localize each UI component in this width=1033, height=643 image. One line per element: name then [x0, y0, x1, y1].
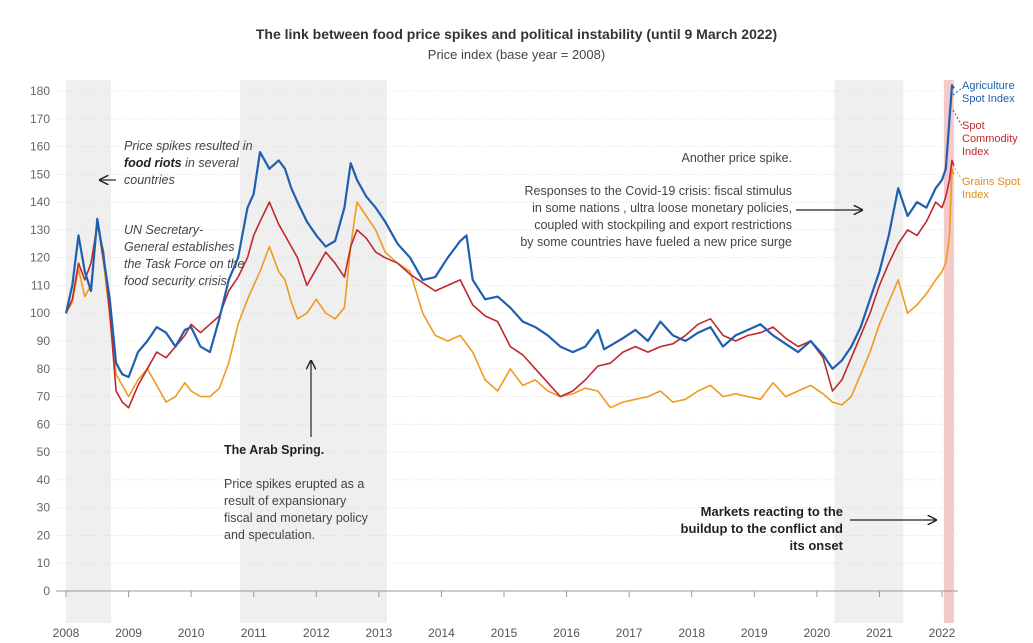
- chart-subtitle: Price index (base year = 2008): [427, 47, 606, 62]
- legend-grains: Grains Spot Index: [962, 176, 1021, 201]
- shaded-periods: [66, 80, 954, 623]
- y-tick-label: 20: [37, 528, 51, 542]
- y-tick-label: 70: [37, 390, 51, 404]
- x-tick-label: 2018: [678, 626, 705, 640]
- y-tick-label: 130: [30, 223, 50, 237]
- conflict-annotation: Markets reacting to the buildup to the c…: [680, 504, 843, 553]
- x-tick-label: 2013: [366, 626, 393, 640]
- x-tick-label: 2014: [428, 626, 455, 640]
- shade-period-2: [834, 80, 904, 623]
- y-tick-label: 50: [37, 445, 51, 459]
- y-tick-label: 90: [37, 334, 51, 348]
- x-axis: 2008 2009 2010 2011 2012 2013 2014 2015 2016 2017…: [53, 591, 956, 640]
- arab-spring-body: Price spikes erupted as a result of expa…: [224, 477, 368, 542]
- x-tick-label: 2010: [178, 626, 205, 640]
- y-tick-label: 180: [30, 84, 50, 98]
- y-tick-label: 140: [30, 195, 50, 209]
- covid-annotation: Responses to the Covid-19 crisis: fiscal…: [520, 184, 792, 249]
- x-tick-label: 2022: [929, 626, 956, 640]
- x-tick-label: 2015: [491, 626, 518, 640]
- x-tick-label: 2016: [553, 626, 580, 640]
- x-tick-label: 2008: [53, 626, 80, 640]
- food-riots-annotation: Price spikes resulted in food riots in s…: [124, 138, 264, 189]
- x-tick-label: 2017: [616, 626, 643, 640]
- arab-spring-title: The Arab Spring.: [224, 443, 325, 457]
- x-tick-label: 2011: [241, 626, 267, 640]
- y-tick-label: 10: [37, 556, 51, 570]
- y-tick-label: 30: [37, 501, 51, 515]
- y-tick-label: 120: [30, 251, 50, 265]
- y-tick-label: 110: [31, 278, 50, 292]
- legend-agriculture: Agriculture Spot Index: [962, 80, 1015, 105]
- x-tick-label: 2021: [866, 626, 893, 640]
- shade-period-0: [66, 80, 112, 623]
- x-tick-label: 2009: [115, 626, 142, 640]
- another-spike-annotation: Another price spike.: [681, 151, 792, 165]
- food-riots-text-post: in several countries: [124, 156, 239, 187]
- x-tick-label: 2019: [741, 626, 768, 640]
- legend-connector-commodity: [952, 109, 963, 127]
- y-tick-label: 60: [37, 417, 51, 431]
- shade-period-1: [239, 80, 387, 623]
- legend-connector-grains: [952, 164, 963, 181]
- gridlines: [56, 90, 958, 592]
- conflict-shade: [943, 80, 954, 623]
- x-tick-label: 2020: [804, 626, 831, 640]
- y-tick-label: 150: [30, 167, 50, 181]
- legend-commodity: Spot Commodity Index: [962, 120, 1018, 158]
- y-tick-label: 40: [37, 473, 51, 487]
- chart-title: The link between food price spikes and p…: [255, 26, 778, 42]
- annotation-arrows: [100, 87, 963, 520]
- y-tick-label: 170: [30, 112, 50, 126]
- food-riots-text-bold: food riots: [124, 156, 182, 170]
- y-tick-label: 0: [43, 584, 50, 598]
- y-axis: 0 10 20 30 40 50 60 70 80 90 100 110 120 130 140 150 160…: [30, 84, 50, 598]
- food-riots-text-pre: Price spikes resulted in: [124, 139, 253, 153]
- y-tick-label: 100: [30, 306, 50, 320]
- y-tick-label: 80: [37, 362, 51, 376]
- x-tick-label: 2012: [303, 626, 330, 640]
- series-lines: [64, 84, 955, 409]
- un-task-force-annotation: UN Secretary-General establishes the Tas…: [124, 223, 245, 288]
- legend-connector-agriculture: [952, 87, 963, 96]
- series-line-agriculture-spot-index: [64, 84, 955, 379]
- y-tick-label: 160: [30, 140, 50, 154]
- series-line-grains-spot-index: [65, 168, 955, 409]
